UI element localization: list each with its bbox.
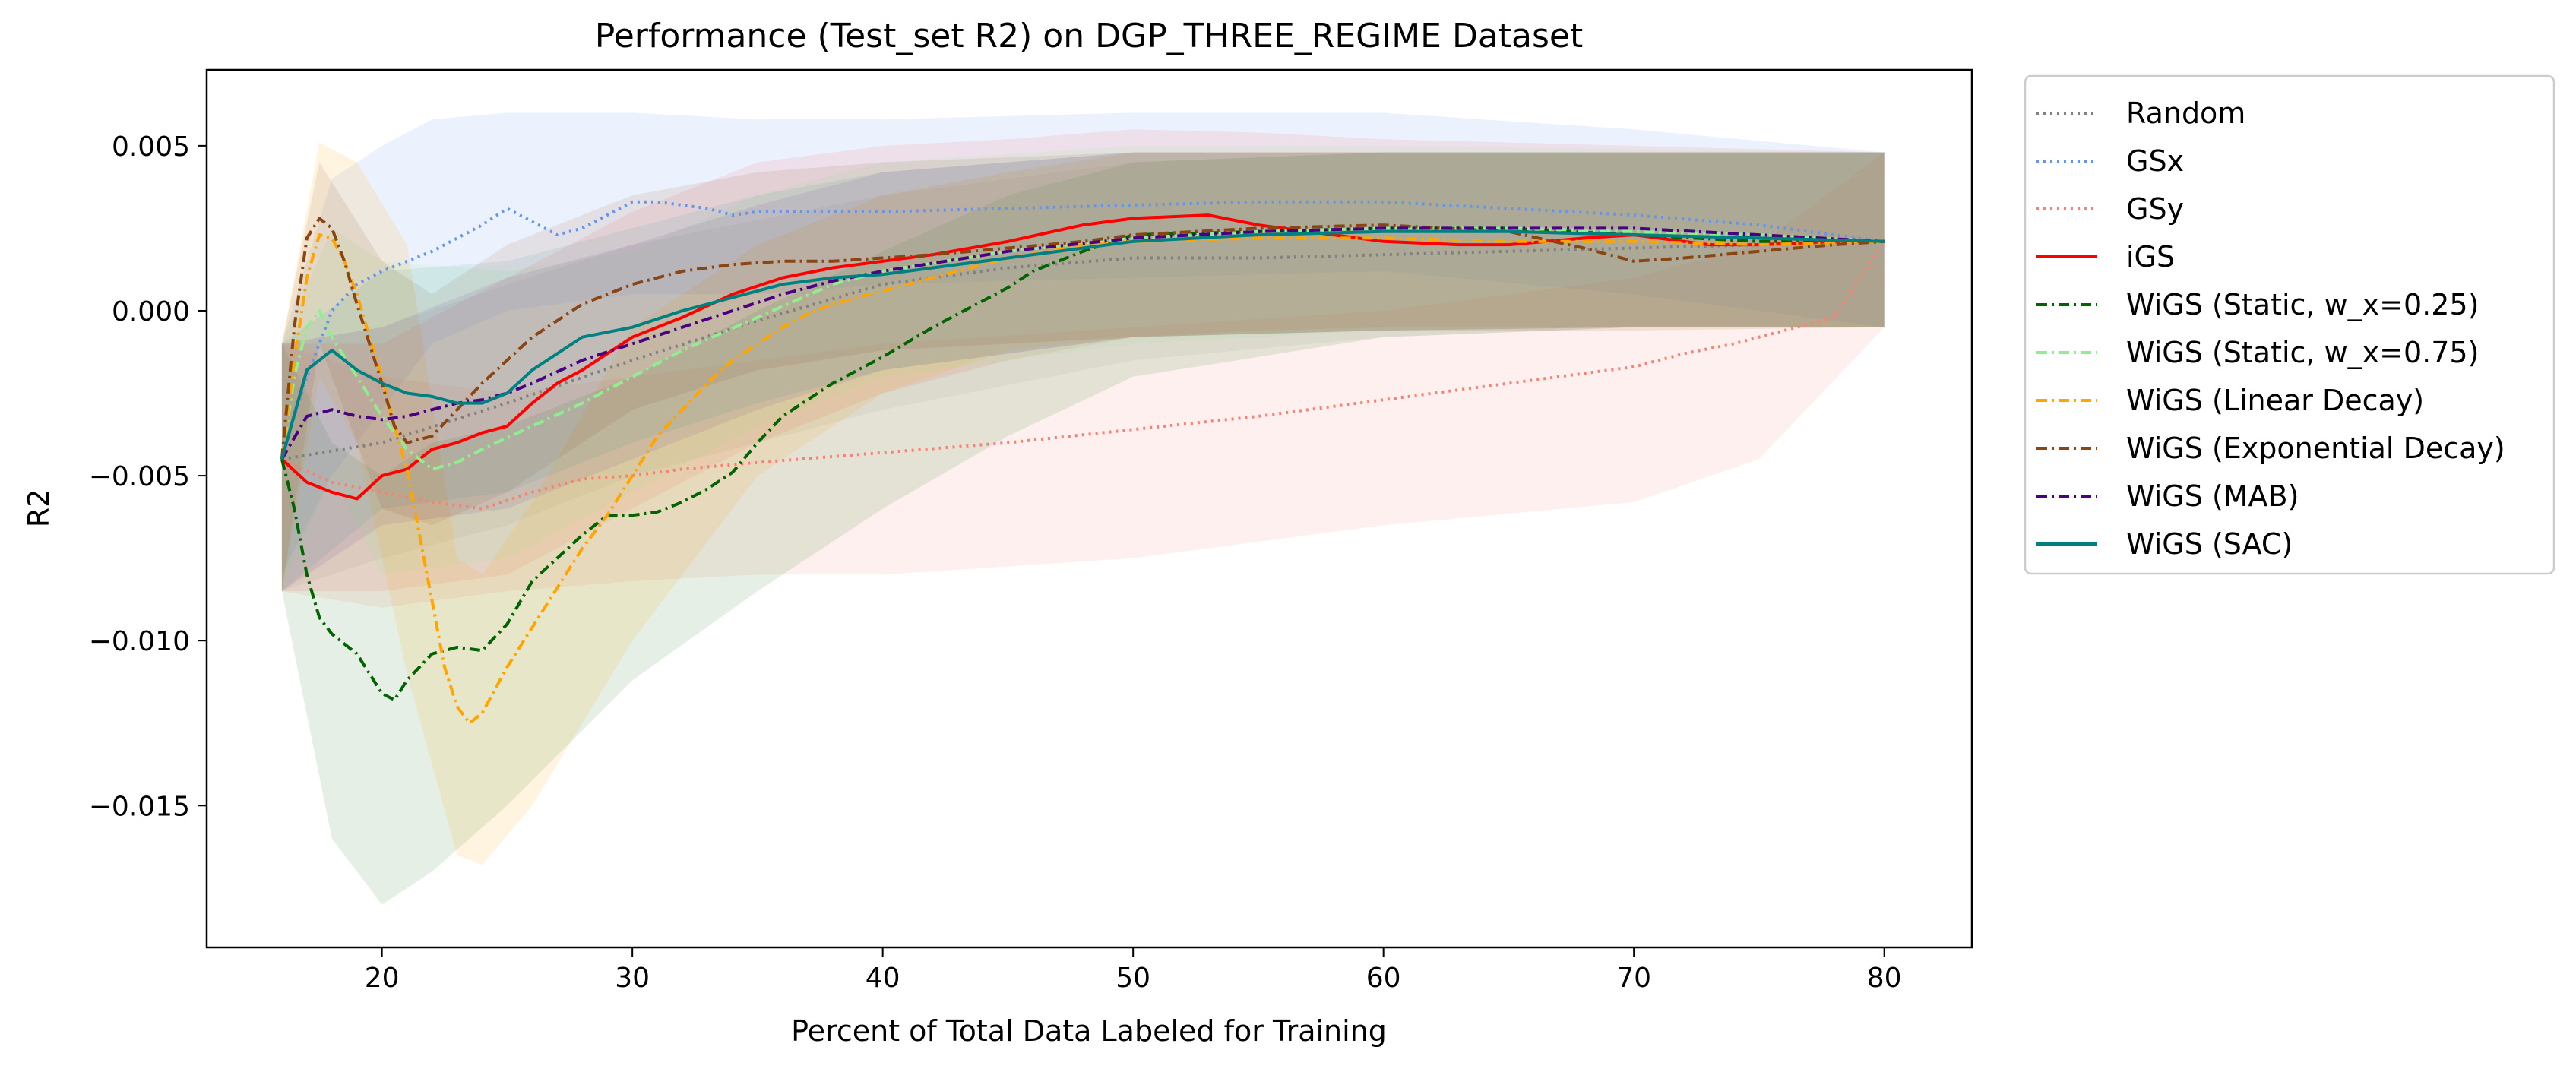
- y-axis-label: R2: [22, 489, 55, 528]
- legend-label: WiGS (Static, w_x=0.75): [2126, 336, 2479, 369]
- y-axis: 0.005 0.000 −0.005 −0.010 −0.015: [89, 131, 207, 822]
- legend-label: WiGS (SAC): [2126, 527, 2293, 561]
- series-line-random: [281, 239, 1885, 461]
- x-axis-label: Percent of Total Data Labeled for Traini…: [791, 1014, 1387, 1048]
- x-axis: 20 30 40 50 60 70 80: [365, 947, 1902, 994]
- legend: Random GSx GSy iGS WiGS (Static, w_x=0.25) Wi…: [2024, 74, 2555, 575]
- x-tick-label: 60: [1366, 963, 1401, 994]
- plot-area-frame: [205, 68, 1973, 949]
- band-wigs-sac: [281, 152, 1885, 592]
- band-random: [281, 152, 1885, 592]
- confidence-bands: [281, 112, 1885, 905]
- legend-label: iGS: [2126, 240, 2175, 274]
- legend-label: WiGS (Linear Decay): [2126, 384, 2424, 417]
- band-wigs-linear-decay: [281, 142, 1885, 865]
- legend-label: WiGS (MAB): [2126, 479, 2299, 513]
- legend-frame: [2024, 74, 2555, 575]
- series-line-wigs-sac: [280, 229, 1885, 460]
- legend-label: WiGS (Exponential Decay): [2126, 432, 2505, 465]
- band-wigs-mab: [281, 152, 1885, 592]
- y-tick-label: −0.015: [89, 791, 190, 822]
- x-tick-label: 50: [1116, 963, 1150, 994]
- x-tick-label: 20: [365, 963, 400, 994]
- series-line-gsx: [280, 200, 1885, 460]
- legend-label: GSy: [2126, 192, 2184, 226]
- band-wigs-exponential-decay: [281, 152, 1885, 592]
- legend-label: GSx: [2126, 144, 2184, 178]
- y-tick-label: 0.000: [112, 296, 190, 327]
- band-wigs-static-w-x-0-25: [281, 152, 1885, 905]
- band-wigs-static-w-x-0-75: [281, 145, 1885, 592]
- x-tick-label: 40: [866, 963, 900, 994]
- series-lines: [280, 200, 1886, 725]
- chart-title: Performance (Test_set R2) on DGP_THREE_R…: [595, 17, 1584, 55]
- series-line-wigs-mab: [280, 226, 1885, 460]
- legend-label: Random: [2126, 96, 2245, 130]
- legend-label: WiGS (Static, w_x=0.25): [2126, 288, 2479, 321]
- y-tick-label: −0.010: [89, 626, 190, 657]
- x-tick-label: 30: [615, 963, 650, 994]
- x-tick-label: 80: [1867, 963, 1902, 994]
- y-tick-label: −0.005: [89, 461, 190, 492]
- series-line-wigs-exponential-decay: [280, 217, 1885, 460]
- y-tick-label: 0.005: [112, 131, 190, 163]
- band-gsy: [281, 152, 1885, 608]
- x-tick-label: 70: [1616, 963, 1651, 994]
